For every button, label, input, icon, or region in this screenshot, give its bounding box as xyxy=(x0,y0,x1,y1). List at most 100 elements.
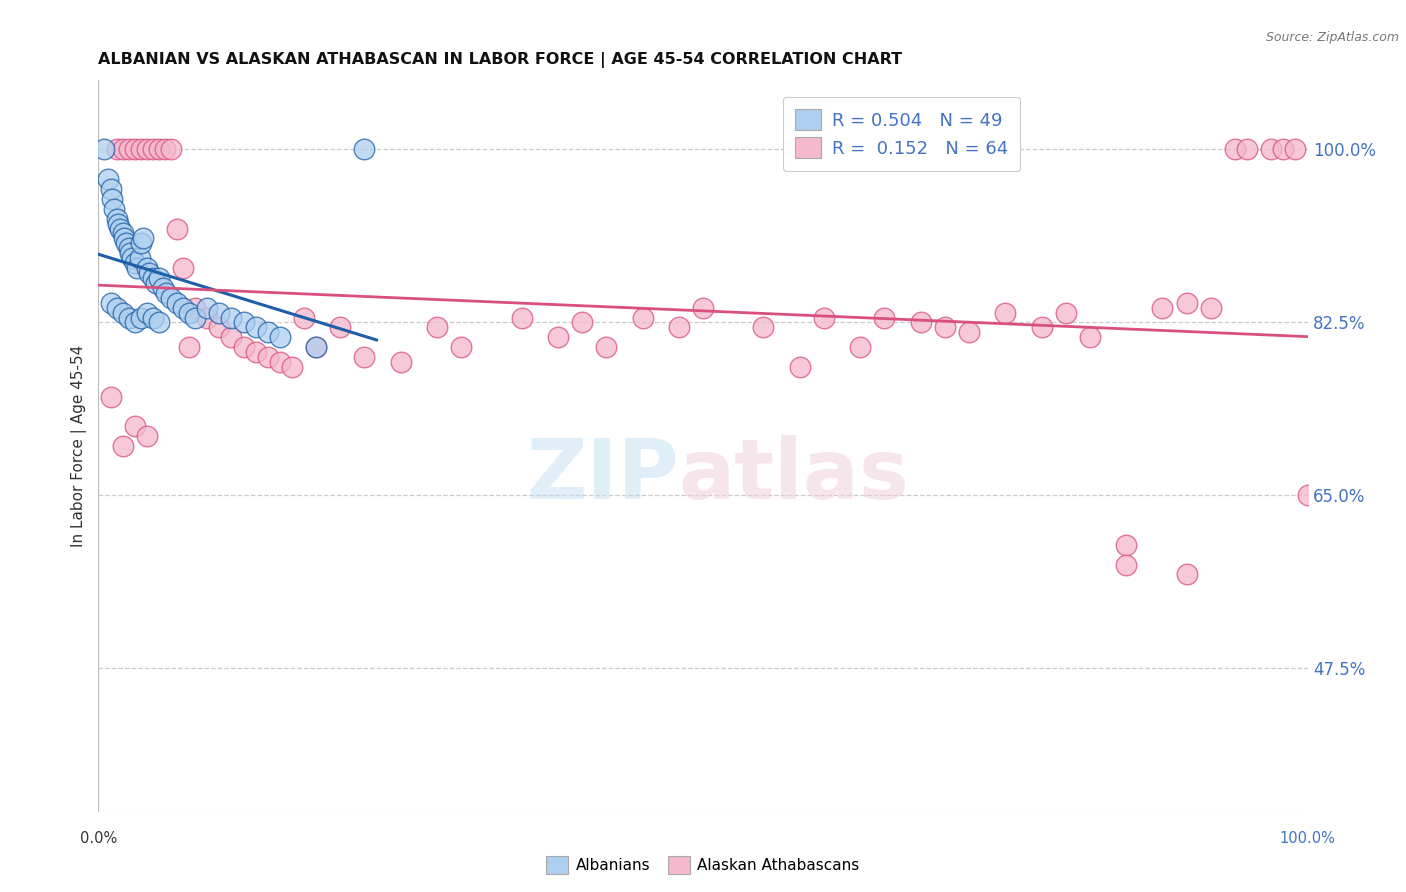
Point xyxy=(100,390,122,404)
Point xyxy=(129,143,152,157)
Point xyxy=(172,301,194,315)
Point xyxy=(208,305,231,319)
Point xyxy=(873,310,896,325)
Point xyxy=(148,315,170,329)
Point xyxy=(353,143,375,157)
Point xyxy=(111,305,134,319)
Point xyxy=(292,310,315,325)
Point xyxy=(127,261,149,276)
Point xyxy=(112,231,135,245)
Point xyxy=(994,305,1017,319)
Point xyxy=(232,315,254,329)
Point xyxy=(129,310,152,325)
Point xyxy=(107,217,129,231)
Point xyxy=(118,143,141,157)
Point xyxy=(172,261,194,276)
Point xyxy=(105,211,128,226)
Point xyxy=(124,419,146,434)
Point xyxy=(124,315,146,329)
Point xyxy=(142,143,165,157)
Point xyxy=(1115,538,1137,552)
Point xyxy=(208,320,231,334)
Text: ALBANIAN VS ALASKAN ATHABASCAN IN LABOR FORCE | AGE 45-54 CORRELATION CHART: ALBANIAN VS ALASKAN ATHABASCAN IN LABOR … xyxy=(98,52,903,68)
Point xyxy=(752,320,775,334)
Point xyxy=(1115,558,1137,572)
Point xyxy=(135,429,157,443)
Point xyxy=(100,182,122,196)
Point xyxy=(184,310,207,325)
Point xyxy=(957,326,980,340)
Point xyxy=(132,231,155,245)
Point xyxy=(668,320,690,334)
Point xyxy=(166,295,188,310)
Point xyxy=(595,340,617,354)
Point xyxy=(100,192,122,206)
Point xyxy=(910,315,932,329)
Legend: Albanians, Alaskan Athabascans: Albanians, Alaskan Athabascans xyxy=(540,850,866,880)
Point xyxy=(135,261,157,276)
Point xyxy=(232,340,254,354)
Text: 0.0%: 0.0% xyxy=(80,831,117,847)
Text: Source: ZipAtlas.com: Source: ZipAtlas.com xyxy=(1265,31,1399,45)
Point xyxy=(115,236,138,251)
Point xyxy=(179,305,201,319)
Point xyxy=(142,310,165,325)
Point xyxy=(1054,305,1077,319)
Point xyxy=(450,340,472,354)
Point xyxy=(789,359,811,374)
Point xyxy=(145,276,167,290)
Point xyxy=(160,291,183,305)
Point xyxy=(138,266,160,280)
Y-axis label: In Labor Force | Age 45-54: In Labor Force | Age 45-54 xyxy=(72,345,87,547)
Point xyxy=(152,281,174,295)
Point xyxy=(1199,301,1222,315)
Point xyxy=(934,320,956,334)
Point xyxy=(129,236,152,251)
Text: atlas: atlas xyxy=(679,434,910,516)
Point xyxy=(547,330,569,344)
Point xyxy=(1152,301,1174,315)
Point xyxy=(1175,295,1198,310)
Point xyxy=(329,320,352,334)
Point xyxy=(160,143,183,157)
Point xyxy=(93,143,115,157)
Point xyxy=(100,295,122,310)
Point xyxy=(153,143,176,157)
Point xyxy=(353,350,375,364)
Point xyxy=(111,227,134,241)
Text: ZIP: ZIP xyxy=(526,434,679,516)
Point xyxy=(155,285,177,300)
Point xyxy=(184,301,207,315)
Point xyxy=(1296,488,1319,502)
Text: 100.0%: 100.0% xyxy=(1279,831,1336,847)
Point xyxy=(195,301,218,315)
Point xyxy=(121,251,143,265)
Point xyxy=(269,355,291,369)
Point xyxy=(692,301,714,315)
Point xyxy=(166,221,188,235)
Point xyxy=(1284,143,1306,157)
Point xyxy=(97,172,120,186)
Point xyxy=(111,143,134,157)
Point xyxy=(571,315,593,329)
Point xyxy=(426,320,449,334)
Point xyxy=(118,310,141,325)
Point xyxy=(221,310,243,325)
Point xyxy=(124,256,146,270)
Point xyxy=(813,310,835,325)
Point xyxy=(510,310,533,325)
Point xyxy=(124,143,146,157)
Point xyxy=(305,340,328,354)
Point xyxy=(1260,143,1282,157)
Point xyxy=(111,439,134,453)
Point xyxy=(221,330,243,344)
Point xyxy=(135,143,157,157)
Point xyxy=(108,221,131,235)
Point xyxy=(849,340,872,354)
Point xyxy=(128,251,150,265)
Legend: R = 0.504   N = 49, R =  0.152   N = 64: R = 0.504 N = 49, R = 0.152 N = 64 xyxy=(783,96,1021,171)
Point xyxy=(195,310,218,325)
Point xyxy=(389,355,412,369)
Point xyxy=(281,359,304,374)
Point xyxy=(631,310,654,325)
